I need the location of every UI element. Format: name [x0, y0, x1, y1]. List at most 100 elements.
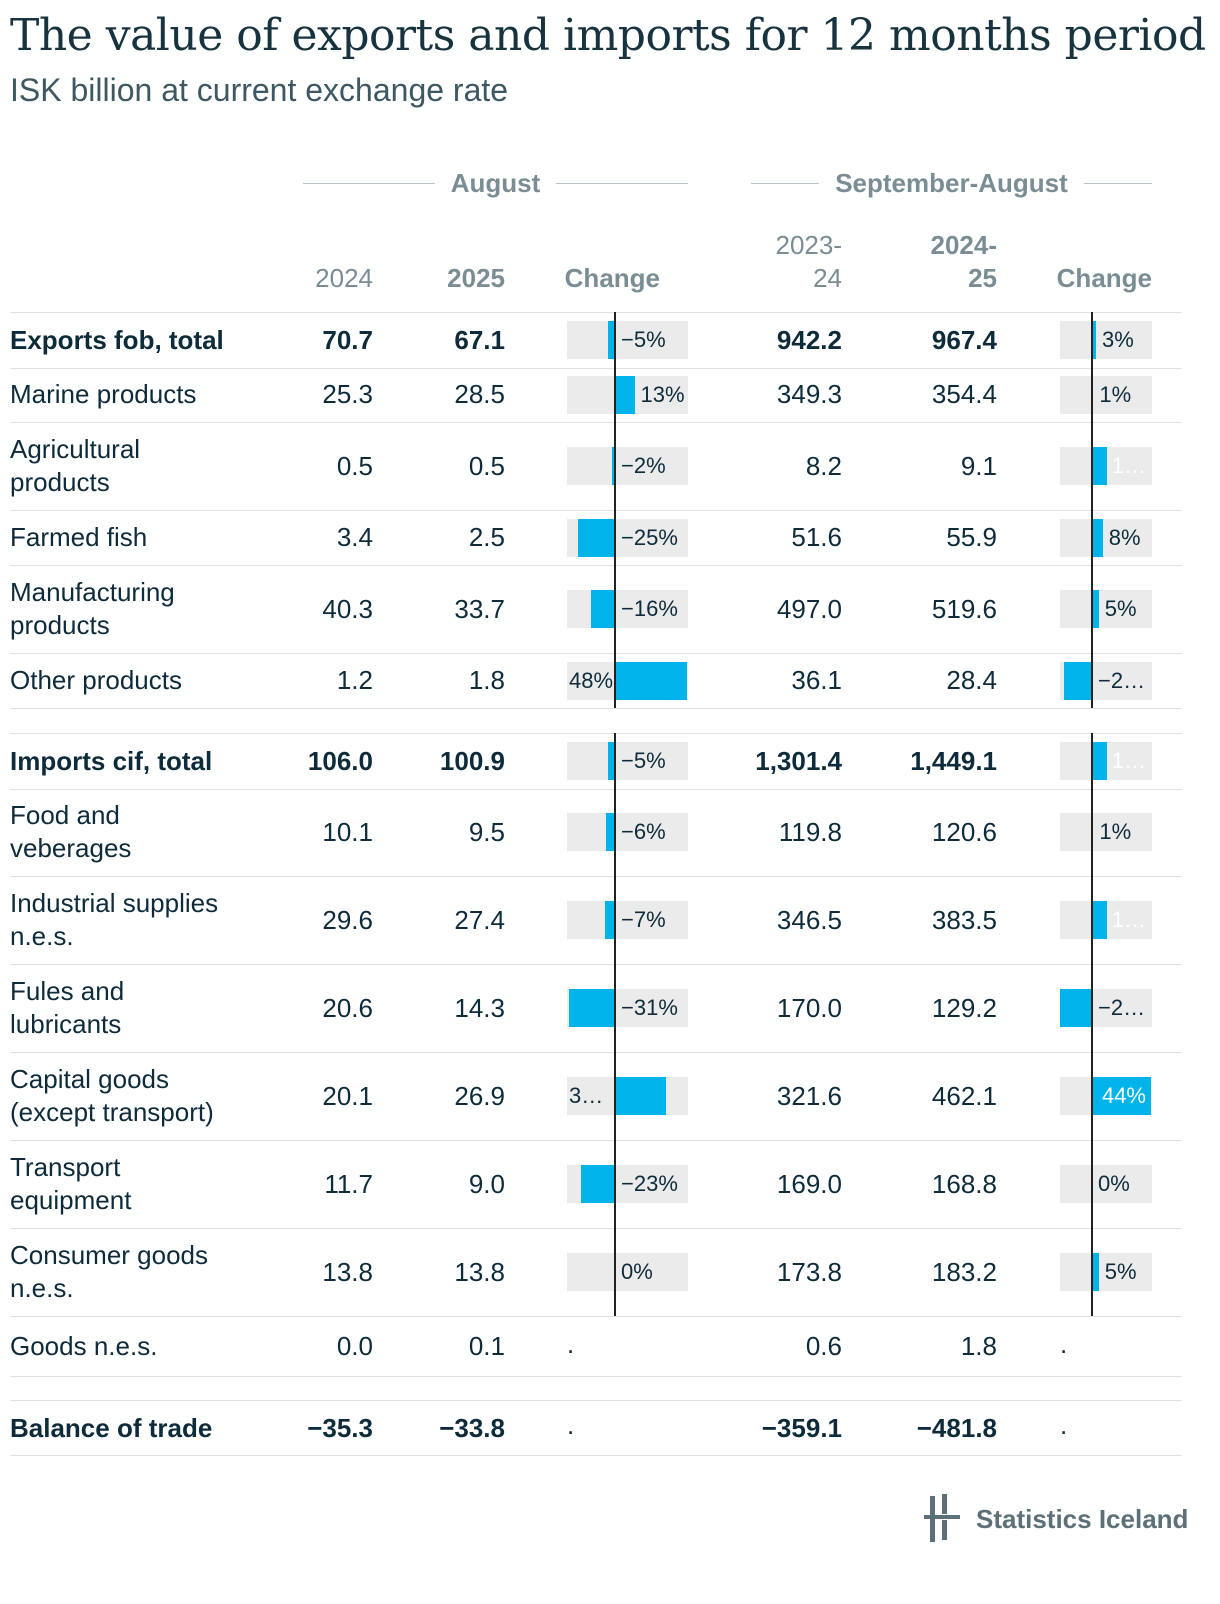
row-label: Capital goods (except transport) [10, 1064, 214, 1127]
aug-change-cell: −5% [567, 741, 688, 780]
col-header-2025: 2025 [447, 263, 505, 293]
col-header-period2-line2: 25 [968, 263, 997, 293]
aug-change-label: −23% [621, 1171, 678, 1196]
aug-change-label: −16% [621, 596, 678, 621]
per-change-bar [1092, 590, 1099, 628]
value-period-1: 170.0 [776, 992, 842, 1023]
row-label: Goods n.e.s. [10, 1330, 158, 1361]
zero-axis-line [614, 312, 616, 708]
value-period-2: 383.5 [931, 904, 997, 935]
value-aug-2024: 106.0 [307, 746, 373, 776]
table-row: Industrial supplies n.e.s. 29.6 27.4 346.5 3… [10, 876, 1182, 965]
logo-text: Statistics Iceland [976, 1503, 1189, 1534]
value-aug-2024: 0.0 [336, 1330, 373, 1361]
per-change-bar [1060, 989, 1092, 1027]
per-change-label: 1% [1099, 381, 1132, 407]
value-aug-2024: 20.6 [322, 992, 373, 1023]
aug-change-label: −5% [621, 326, 666, 352]
per-change-cell: 5% [1060, 1253, 1152, 1291]
value-period-1: 346.5 [776, 904, 842, 935]
table-row: Capital goods (except transport) 20.1 26.9… [10, 1052, 1182, 1141]
aug-change-cell: 48% [567, 661, 688, 700]
table-row: Transport equipment 11.7 9.0 169.0 168.8 [10, 1140, 1182, 1229]
aug-change-bar [615, 375, 635, 414]
per-change-label: −2… [1098, 667, 1146, 693]
value-aug-2025: 2.5 [468, 522, 505, 552]
value-period-2: 129.2 [931, 992, 997, 1023]
aug-change-label: −2% [621, 453, 666, 478]
per-change-label: . [1060, 1410, 1068, 1440]
table-row: Marine products 25.3 28.5 349.3 354.4 [10, 367, 1182, 423]
aug-change-label: −31% [621, 995, 678, 1020]
value-aug-2025: 9.0 [468, 1168, 505, 1199]
col-header-period1-line2: 24 [813, 263, 842, 293]
value-aug-2024: 70.7 [322, 325, 373, 355]
divider [751, 182, 820, 184]
per-change-label: 8% [1108, 524, 1141, 550]
per-change-cell: 1… [1060, 741, 1152, 780]
per-change-bar [1092, 901, 1107, 939]
value-period-1: 36.1 [791, 665, 842, 695]
value-period-2: 462.1 [931, 1080, 997, 1111]
value-aug-2024: 25.3 [322, 379, 373, 409]
value-period-2: 168.8 [931, 1168, 997, 1199]
aug-change-bar [568, 989, 615, 1027]
per-change-label: 44% [1101, 1083, 1146, 1108]
aug-change-cell: 13% [567, 375, 688, 414]
col-header-period1: 2023- 24 [702, 229, 843, 295]
aug-change-bar [580, 1165, 615, 1203]
per-change-bar [1092, 1077, 1152, 1115]
aug-change-bar [615, 661, 687, 700]
row-label: Marine products [10, 379, 197, 409]
group-header-august: August [303, 167, 689, 198]
aug-change-label: 0% [621, 1259, 653, 1284]
aug-change-label: −25% [621, 524, 678, 550]
value-period-1: 119.8 [778, 816, 842, 847]
value-period-2: 9.1 [960, 450, 997, 481]
value-period-2: 967.4 [931, 325, 997, 355]
value-period-2: 1,449.1 [910, 746, 997, 776]
value-period-2: 28.4 [946, 665, 997, 695]
value-period-1: 321.6 [776, 1080, 842, 1111]
aug-change-label: −7% [621, 907, 666, 932]
row-label: Industrial supplies n.e.s. [10, 888, 219, 951]
col-header-period2-line1: 2024- [930, 230, 998, 260]
value-aug-2025: 9.5 [468, 816, 505, 847]
value-period-1: 169.0 [776, 1168, 842, 1199]
aug-change-cell: 3… [567, 1077, 688, 1115]
divider [1083, 182, 1153, 184]
col-header-change2: Change [1056, 263, 1152, 293]
table-row: Manufacturing products 40.3 33.7 497.0 519.6 [10, 565, 1182, 654]
per-change-label: 3% [1102, 326, 1134, 352]
row-label: Exports fob, total [10, 325, 224, 355]
per-change-label: 1… [1111, 907, 1146, 932]
value-period-2: 1.8 [960, 1330, 997, 1361]
table-row: Exports fob, total 70.7 67.1 942.2 967.4 [10, 312, 1182, 369]
value-aug-2025: 33.7 [454, 593, 505, 624]
value-period-1: 1,301.4 [755, 746, 842, 776]
group-label-august: August [450, 167, 541, 198]
value-period-1: −359.1 [761, 1412, 842, 1443]
value-period-2: 55.9 [946, 522, 997, 552]
value-aug-2025: 0.5 [468, 450, 505, 481]
per-change-cell: 0% [1060, 1165, 1152, 1203]
per-change-label: −2… [1098, 995, 1146, 1020]
zero-axis-line [1091, 733, 1093, 1316]
aug-change-label: . [567, 1410, 575, 1440]
value-aug-2025: 1.8 [468, 665, 505, 695]
aug-change-cell: −7% [567, 901, 688, 939]
value-period-1: 0.6 [805, 1330, 842, 1361]
aug-change-bar [607, 741, 615, 780]
value-aug-2025: 100.9 [439, 746, 505, 776]
value-aug-2024: 1.2 [336, 665, 373, 695]
aug-change-cell: −16% [567, 590, 688, 628]
value-aug-2024: 0.5 [336, 450, 373, 481]
table-row: Other products 1.2 1.8 36.1 28.4 [10, 653, 1182, 709]
divider [556, 182, 689, 184]
col-header-2024: 2024 [315, 263, 373, 293]
aug-change-bar [604, 901, 615, 939]
row-label: Other products [10, 665, 182, 695]
zero-axis-line [614, 733, 616, 1316]
value-period-1: 497.0 [776, 593, 842, 624]
value-period-1: 349.3 [776, 379, 842, 409]
